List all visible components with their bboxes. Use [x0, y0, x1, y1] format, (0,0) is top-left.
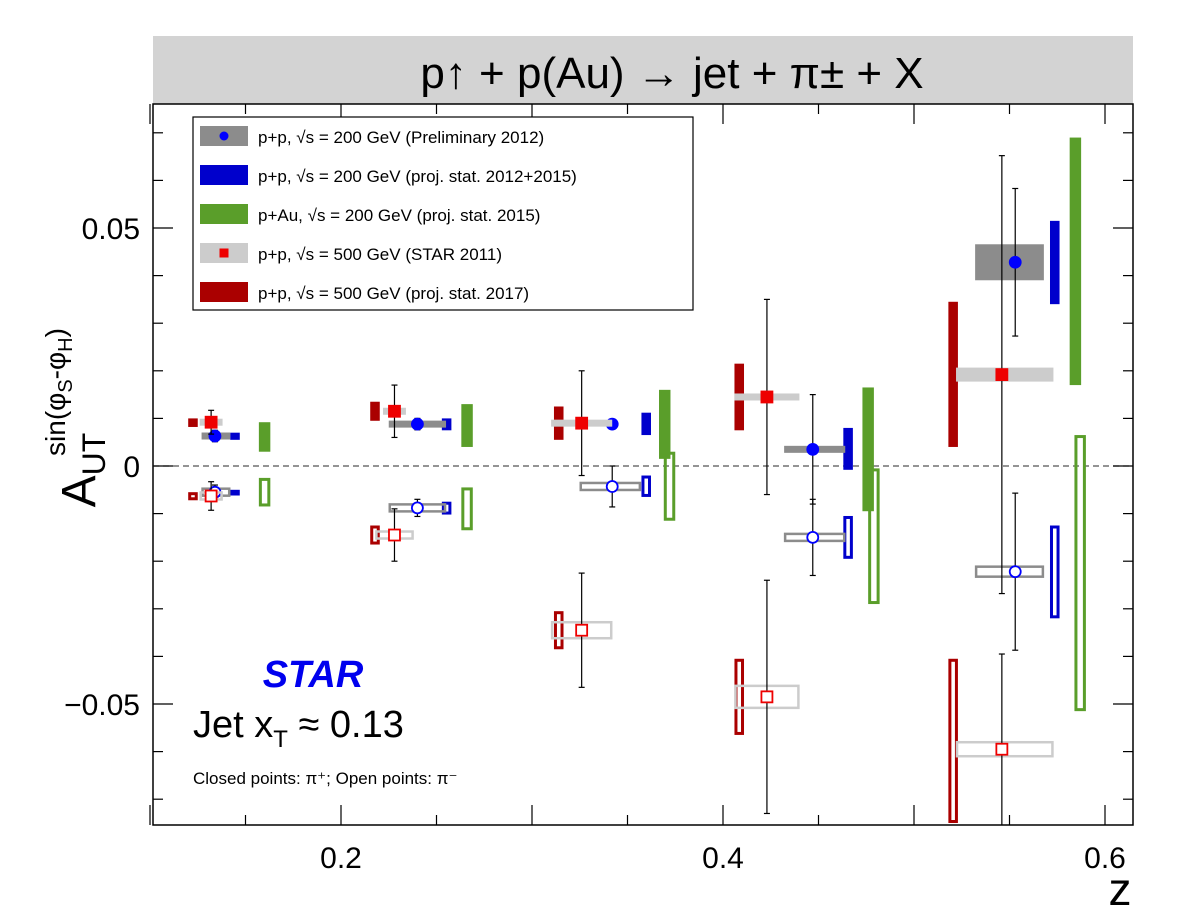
data-point	[1008, 565, 1022, 579]
data-point	[575, 623, 589, 637]
projection-bar	[258, 477, 271, 507]
data-point	[995, 742, 1009, 756]
data-point	[760, 390, 774, 404]
plot-frame	[152, 103, 1134, 826]
legend-swatch	[200, 165, 248, 185]
chart-title: p↑ + p(Au) → jet + π± + X	[420, 49, 923, 98]
projection-bar	[188, 418, 198, 427]
legend: p+p, √s = 200 GeV (Preliminary 2012) p+p,…	[192, 116, 694, 311]
projection-bar	[659, 389, 671, 459]
y-tick-label: −0.05	[64, 689, 140, 722]
projection-bar	[641, 412, 651, 436]
data-point	[806, 531, 820, 544]
data-point	[995, 368, 1009, 382]
projection-bar	[948, 658, 958, 824]
x-axis-label: z	[1109, 863, 1132, 914]
data-point	[388, 404, 401, 418]
projection-bar	[948, 301, 958, 447]
y-tick-label: 0.05	[82, 213, 140, 246]
projection-bar	[441, 501, 452, 515]
projection-bar	[370, 525, 380, 545]
systematic-band	[974, 565, 1045, 578]
axes-layer: 0.2 0.4 0.6 0.05 0 −0.05	[64, 104, 1133, 875]
systematic-band	[955, 740, 1054, 758]
projection-bar	[1049, 220, 1060, 305]
x-tick-label: 0.4	[702, 842, 744, 875]
data-point	[760, 690, 774, 704]
data-point	[410, 417, 424, 431]
projection-bar	[188, 492, 198, 501]
x-tick-label: 0.6	[1084, 842, 1126, 875]
data-point	[1008, 255, 1022, 269]
legend-box	[192, 116, 694, 311]
projection-bar	[1074, 435, 1086, 712]
jet-xt-annotation: Jet xT ≈ 0.13	[193, 704, 404, 753]
legend-label: p+p, √s = 500 GeV (STAR 2011)	[258, 245, 502, 264]
legend-label: p+Au, √s = 200 GeV (proj. stat. 2015)	[258, 206, 540, 225]
data-point	[204, 489, 218, 503]
marks-layer	[188, 137, 1086, 825]
data-point	[806, 442, 820, 456]
data-point	[410, 501, 424, 515]
projection-bar	[641, 475, 651, 497]
projection-bar	[1069, 137, 1082, 386]
projection-bar	[258, 422, 271, 452]
legend-entries: p+p, √s = 200 GeV (Preliminary 2012) p+p,…	[200, 126, 577, 303]
x-tick-label: 0.2	[320, 842, 362, 875]
projection-bar	[461, 404, 473, 447]
legend-marker	[219, 131, 229, 141]
projection-bar	[843, 427, 853, 470]
projection-bar	[461, 487, 473, 531]
projection-bar	[553, 611, 564, 650]
projection-bar	[663, 451, 676, 521]
projection-bar	[868, 468, 880, 605]
projection-bar	[230, 432, 240, 440]
data-point	[575, 416, 589, 430]
projection-bar	[1049, 525, 1060, 619]
experiment-label: STAR	[263, 654, 364, 696]
data-point	[204, 415, 218, 429]
data-point	[208, 429, 222, 443]
projection-bar	[370, 401, 380, 421]
projection-bar	[734, 658, 745, 735]
projection-bar	[862, 387, 874, 512]
legend-swatch	[200, 282, 248, 302]
y-axis-label-super: sin(φS-φH)	[40, 328, 77, 456]
y-axis-label: AUT sin(φS-φH)	[40, 328, 112, 507]
legend-label: p+p, √s = 500 GeV (proj. stat. 2017)	[258, 284, 529, 303]
legend-marker	[219, 248, 229, 258]
projection-bar	[843, 515, 853, 559]
data-point	[388, 528, 401, 542]
title-bar	[153, 36, 1133, 104]
data-point	[605, 480, 619, 493]
projection-bar	[230, 489, 240, 496]
legend-swatch	[200, 204, 248, 224]
legend-label: p+p, √s = 200 GeV (proj. stat. 2012+2015…	[258, 167, 577, 186]
legend-label: p+p, √s = 200 GeV (Preliminary 2012)	[258, 128, 544, 147]
projection-bar	[441, 418, 452, 431]
y-tick-label: 0	[123, 451, 140, 484]
points-note: Closed points: π⁺; Open points: π⁻	[193, 769, 457, 788]
